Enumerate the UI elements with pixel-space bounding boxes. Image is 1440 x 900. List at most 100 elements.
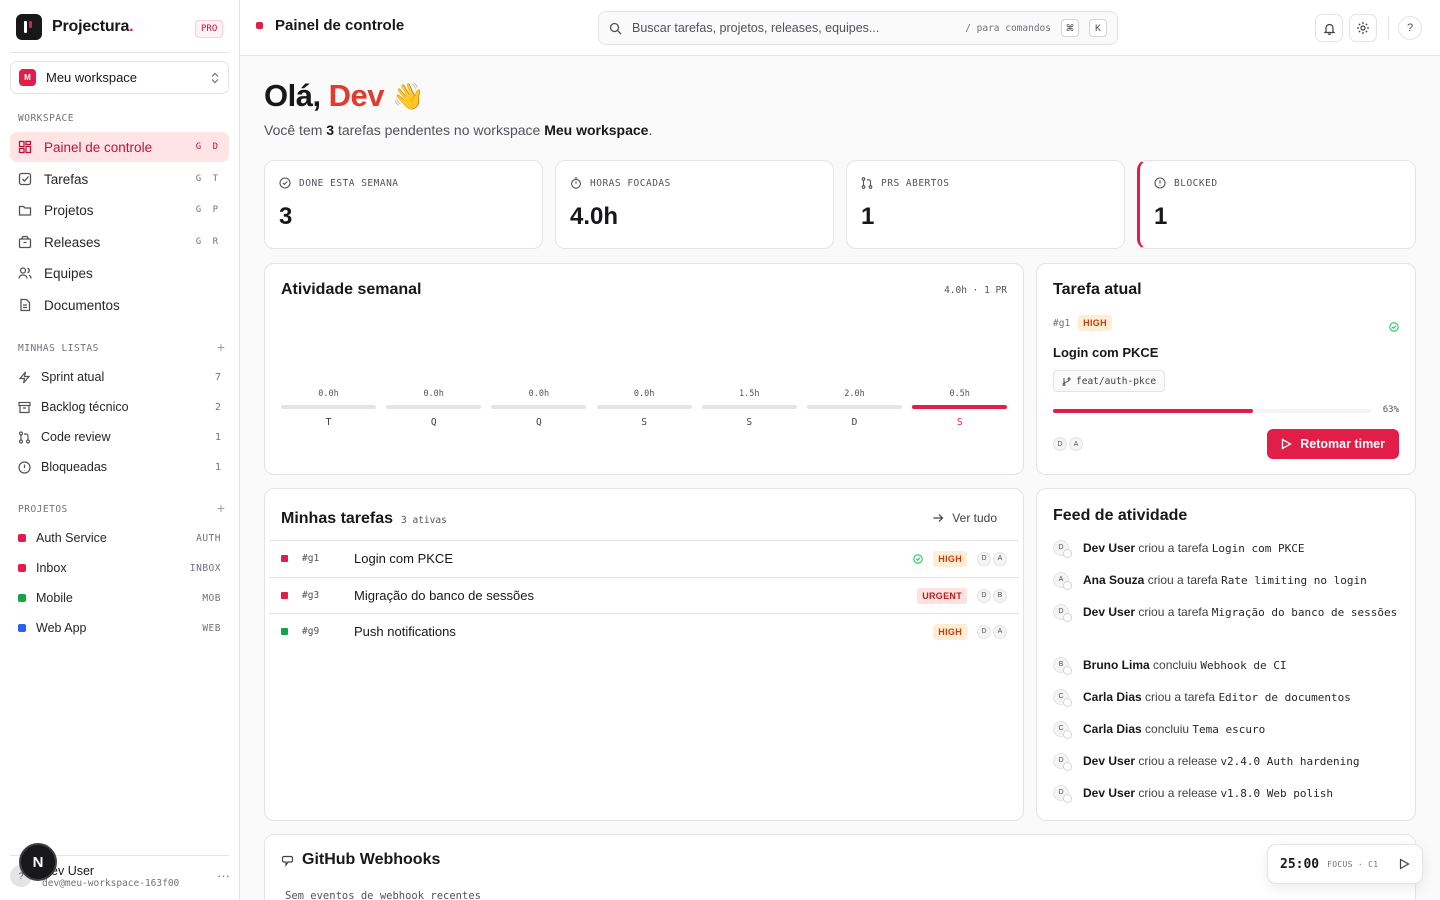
- project-color-dot: [18, 594, 26, 602]
- list-item-blocked[interactable]: Bloqueadas 1: [10, 454, 229, 480]
- feed-item[interactable]: B Bruno Lima concluiu Webhook de CI: [1053, 654, 1399, 677]
- avatar: A: [1069, 437, 1083, 451]
- task-title[interactable]: Login com PKCE: [1053, 345, 1159, 360]
- list-item-label: Backlog técnico: [41, 400, 129, 414]
- stat-card-blocked[interactable]: BLOCKED 1: [1137, 160, 1416, 249]
- active-count: 3 ativas: [401, 515, 447, 526]
- stat-card-prs[interactable]: PRS ABERTOS 1: [846, 160, 1125, 249]
- stat-card-done[interactable]: DONE ESTA SEMANA 3: [264, 160, 543, 249]
- divider: [1388, 16, 1389, 40]
- my-tasks-card: Minhas tarefas 3 ativas Ver tudo #g1 Log…: [264, 488, 1024, 821]
- feed-item[interactable]: D Dev User criou a tarefa Migração do ban…: [1053, 601, 1399, 624]
- avatar: D: [1053, 437, 1067, 451]
- feed-actor: Dev User: [1083, 541, 1136, 555]
- list-item-label: Sprint atual: [41, 370, 105, 384]
- search-bar[interactable]: / para comandos ⌘ K: [598, 11, 1118, 45]
- add-list-button[interactable]: +: [216, 339, 225, 355]
- feed-action: criou a tarefa: [1138, 541, 1209, 555]
- search-input[interactable]: [632, 21, 956, 35]
- add-project-button[interactable]: +: [216, 500, 225, 516]
- bar-track: [807, 405, 902, 409]
- priority-badge: HIGH: [933, 623, 967, 640]
- bar-day-label: S: [956, 417, 963, 428]
- project-label: Web App: [36, 621, 87, 635]
- workspace-select[interactable]: M Meu workspace: [10, 61, 229, 94]
- status-check-icon: [1389, 322, 1399, 332]
- feed-item[interactable]: D Dev User criou a release v1.8.0 Web pol…: [1053, 782, 1399, 805]
- stat-value: 1: [1154, 203, 1168, 230]
- avatar: D: [977, 588, 991, 603]
- feed-text: Carla Dias concluiu Tema escuro: [1083, 718, 1265, 741]
- project-item-mobile[interactable]: Mobile MOB: [10, 585, 229, 611]
- search-icon: [609, 22, 622, 34]
- sidebar-item-teams[interactable]: Equipes: [10, 258, 229, 288]
- dev-tools-button[interactable]: N: [19, 843, 57, 881]
- feed-text: Dev User criou a tarefa Login com PKCE: [1083, 537, 1304, 560]
- notifications-button[interactable]: [1315, 14, 1343, 42]
- bar-day-label: Q: [430, 417, 437, 428]
- bar-value-label: 1.5h: [739, 389, 760, 399]
- feed-text: Bruno Lima concluiu Webhook de CI: [1083, 654, 1286, 677]
- alert-circle-icon: [1154, 177, 1166, 189]
- project-item-auth[interactable]: Auth Service AUTH: [10, 525, 229, 551]
- focus-timer[interactable]: 25:00 FOCUS · C1: [1267, 844, 1423, 884]
- list-item-label: Bloqueadas: [41, 460, 108, 474]
- weekly-bar: 0.0h Q: [386, 389, 482, 428]
- feed-item[interactable]: A Ana Souza criou a tarefa Rate limiting …: [1053, 569, 1399, 592]
- weekly-bar: 0.5h S: [912, 389, 1008, 428]
- priority-badge: HIGH: [933, 550, 967, 567]
- stat-card-hours[interactable]: HORAS FOCADAS 4.0h: [555, 160, 834, 249]
- resume-timer-button[interactable]: Retomar timer: [1267, 429, 1399, 459]
- feed-actor: Carla Dias: [1083, 690, 1142, 704]
- list-item-code-review[interactable]: Code review 1: [10, 424, 229, 450]
- folder-icon: [18, 205, 32, 216]
- avatar: B: [993, 588, 1007, 603]
- feed-item[interactable]: C Carla Dias criou a tarefa Editor de doc…: [1053, 686, 1399, 709]
- feed-object: Rate limiting no login: [1221, 574, 1367, 587]
- help-button[interactable]: ?: [1398, 16, 1422, 40]
- sidebar-item-tasks[interactable]: Tarefas G T: [10, 164, 229, 194]
- bar-value-label: 2.0h: [844, 389, 865, 399]
- project-item-webapp[interactable]: Web App WEB: [10, 615, 229, 641]
- stat-value: 3: [279, 203, 293, 230]
- list-item-sprint[interactable]: Sprint atual 7: [10, 364, 229, 390]
- feed-actor: Dev User: [1083, 754, 1136, 768]
- feed-object: Webhook de CI: [1200, 659, 1287, 672]
- project-item-inbox[interactable]: Inbox INBOX: [10, 555, 229, 581]
- more-icon[interactable]: ···: [217, 868, 230, 883]
- play-icon[interactable]: [1399, 858, 1410, 870]
- sidebar-item-documents[interactable]: Documentos: [10, 290, 229, 320]
- list-item-backlog[interactable]: Backlog técnico 2: [10, 394, 229, 420]
- bar-value-label: 0.0h: [528, 389, 550, 399]
- avatar: D: [1053, 540, 1072, 558]
- bar-value-label: 0.0h: [318, 389, 339, 399]
- branch-chip[interactable]: feat/auth-pkce: [1053, 370, 1166, 392]
- check-circle-icon: [279, 177, 291, 189]
- feed-item[interactable]: D Dev User criou a tarefa Login com PKCE: [1053, 537, 1399, 560]
- feed-item[interactable]: D Dev User criou a release v2.4.0 Auth ha…: [1053, 750, 1399, 773]
- task-id: #g9: [302, 626, 320, 637]
- sidebar-item-dashboard[interactable]: Painel de controle G D: [10, 132, 229, 162]
- sidebar-item-releases[interactable]: Releases G R: [10, 227, 229, 257]
- sidebar-item-projects[interactable]: Projetos G P: [10, 195, 229, 225]
- see-all-link[interactable]: Ver tudo: [932, 511, 997, 525]
- feed-item[interactable]: C Carla Dias concluiu Tema escuro: [1053, 718, 1399, 741]
- breadcrumb: Painel de controle: [256, 17, 404, 34]
- feed-action: concluiu: [1153, 658, 1198, 672]
- topbar: Painel de controle / para comandos ⌘ K ?: [240, 0, 1440, 56]
- sidebar: Projectura. PRO M Meu workspace WORKSPAC…: [0, 0, 240, 900]
- k-key: K: [1089, 19, 1107, 37]
- bar-value-label: 0.0h: [633, 389, 655, 399]
- settings-button[interactable]: [1349, 14, 1377, 42]
- table-row[interactable]: #g3 Migração do banco de sessões URGENT …: [269, 577, 1019, 613]
- weekly-bar: 0.0h S: [596, 389, 692, 428]
- avatar: D: [977, 624, 991, 639]
- divider: [10, 855, 229, 856]
- brand[interactable]: Projectura.: [16, 14, 134, 40]
- feed-actor: Bruno Lima: [1083, 658, 1150, 672]
